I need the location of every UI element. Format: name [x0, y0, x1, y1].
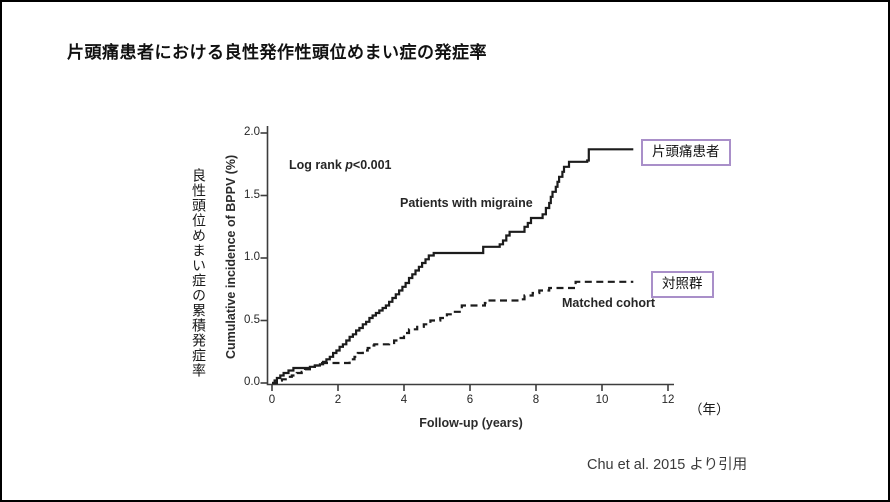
cohort-series-label: Matched cohort [562, 296, 656, 310]
x-axis-label: Follow-up (years) [419, 416, 523, 430]
x-tick-label: 4 [400, 394, 408, 406]
x-tick-label: 8 [532, 394, 540, 406]
x-tick-label: 12 [661, 394, 675, 406]
page-title: 片頭痛患者における良性発作性頭位めまい症の発症率 [67, 43, 487, 62]
cohort-curve [272, 280, 634, 385]
migraine-series-label: Patients with migraine [400, 196, 533, 210]
axes-lines [266, 126, 674, 386]
x-tick-label: 2 [334, 394, 342, 406]
cohort-legend-box: 対照群 [651, 271, 714, 298]
x-tick-label: 10 [595, 394, 609, 406]
x-tick-label: 6 [466, 394, 474, 406]
log-rank-prefix: Log rank [289, 158, 346, 172]
citation-text: Chu et al. 2015 より引用 [587, 457, 748, 473]
y-tick-label: 1.5 [244, 188, 260, 201]
migraine-legend-box: 片頭痛患者 [641, 139, 731, 166]
log-rank-value: <0.001 [352, 158, 392, 172]
y-tick-label: 0.5 [244, 313, 260, 326]
y-tick-label: 1.0 [244, 251, 260, 263]
log-rank-annotation: Log rank p<0.001 [289, 158, 392, 172]
log-rank-p-symbol: p [345, 158, 353, 172]
migraine-curve [272, 148, 634, 385]
y-axis-label-japanese: 良性頭位めまい症の累積発症率 [191, 168, 207, 378]
x-axis-unit-label: （年） [689, 402, 730, 417]
y-tick-label: 2.0 [244, 126, 260, 138]
y-tick-label: 0.0 [244, 376, 260, 388]
x-tick-label: 0 [268, 394, 276, 406]
